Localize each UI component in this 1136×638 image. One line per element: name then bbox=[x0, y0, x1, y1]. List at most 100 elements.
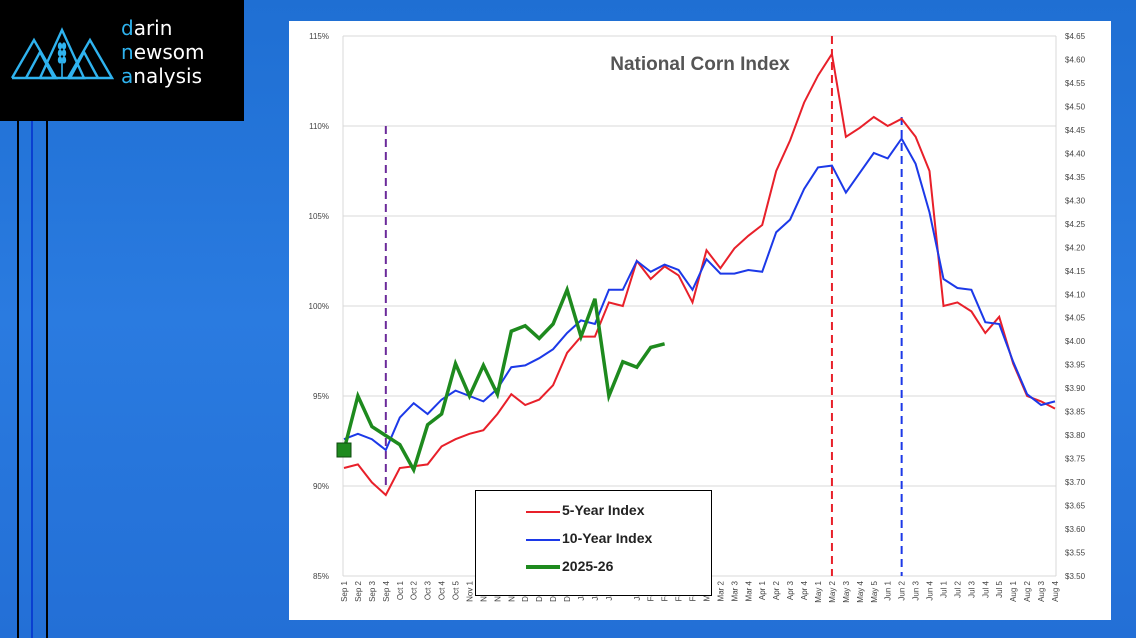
right-tick-label: $4.65 bbox=[1065, 32, 1086, 41]
x-tick-label: May 3 bbox=[842, 580, 851, 602]
legend-swatch-2025-26 bbox=[526, 565, 560, 569]
x-tick-label: Aug 1 bbox=[1009, 580, 1018, 601]
x-tick-label: Sep 3 bbox=[368, 580, 377, 601]
right-tick-label: $4.25 bbox=[1065, 220, 1086, 229]
logo-text-part: som bbox=[162, 40, 205, 64]
legend-swatch-10-year bbox=[526, 539, 560, 541]
x-tick-label: May 4 bbox=[856, 580, 865, 602]
right-tick-label: $4.00 bbox=[1065, 337, 1086, 346]
chart-legend: 5-Year Index 10-Year Index 2025-26 bbox=[475, 490, 712, 596]
x-tick-label: Mar 2 bbox=[716, 580, 725, 601]
series-lines bbox=[336, 51, 1056, 497]
right-tick-label: $4.05 bbox=[1065, 314, 1086, 323]
x-tick-label: Jul 1 bbox=[939, 580, 948, 597]
right-tick-label: $4.40 bbox=[1065, 149, 1086, 158]
x-tick-label: Oct 3 bbox=[424, 580, 433, 600]
x-tick-label: Apr 3 bbox=[786, 580, 795, 600]
x-tick-label: Oct 5 bbox=[452, 580, 461, 600]
right-tick-label: $3.75 bbox=[1065, 455, 1086, 464]
right-axis-ticks: $3.50 $3.55 $3.60 $3.65 $3.70 $3.75 $3.80 $3.85… bbox=[1065, 32, 1086, 581]
left-tick-label: 110% bbox=[309, 122, 329, 131]
decor-line-blue bbox=[31, 121, 33, 638]
logo-letter: a bbox=[121, 64, 134, 88]
x-tick-label: Aug 4 bbox=[1051, 580, 1060, 601]
legend-label: 10-Year Index bbox=[562, 530, 653, 546]
x-tick-label: Sep 4 bbox=[382, 580, 391, 601]
right-tick-label: $4.60 bbox=[1065, 55, 1086, 64]
legend-item-2025-26: 2025-26 bbox=[476, 555, 711, 581]
x-tick-label: Jul 3 bbox=[967, 580, 976, 597]
x-tick-label: Jun 4 bbox=[926, 580, 935, 600]
left-tick-label: 105% bbox=[309, 212, 329, 221]
decor-line-black-2 bbox=[46, 121, 48, 638]
chart-title: National Corn Index bbox=[610, 54, 790, 75]
gridlines bbox=[342, 35, 1057, 577]
x-tick-label: Sep 2 bbox=[354, 580, 363, 601]
legend-swatch-5-year bbox=[526, 511, 560, 513]
right-tick-label: $4.35 bbox=[1065, 173, 1086, 182]
logo-letter: d bbox=[121, 16, 134, 40]
logo-text-part: nalysis bbox=[133, 64, 202, 88]
logo-text-part: ew bbox=[133, 40, 163, 64]
right-tick-label: $3.60 bbox=[1065, 525, 1086, 534]
legend-item-5-year: 5-Year Index bbox=[476, 499, 711, 525]
right-tick-label: $3.80 bbox=[1065, 431, 1086, 440]
right-tick-label: $3.85 bbox=[1065, 408, 1086, 417]
x-tick-label: Jul 2 bbox=[953, 580, 962, 597]
logo-wordmark: darin newsom analysis bbox=[121, 16, 205, 88]
left-tick-label: 100% bbox=[309, 302, 329, 311]
x-tick-label: Jun 3 bbox=[912, 580, 921, 600]
right-tick-label: $3.55 bbox=[1065, 549, 1086, 558]
x-tick-label: May 2 bbox=[828, 580, 837, 602]
x-tick-label: Mar 3 bbox=[730, 580, 739, 601]
right-tick-label: $3.65 bbox=[1065, 502, 1086, 511]
series-10-year-line bbox=[343, 136, 1056, 452]
left-tick-label: 85% bbox=[313, 572, 329, 581]
legend-item-10-year: 10-Year Index bbox=[476, 527, 711, 553]
x-tick-label: Oct 1 bbox=[396, 580, 405, 600]
x-tick-label: Apr 4 bbox=[800, 580, 809, 600]
left-tick-label: 115% bbox=[309, 32, 329, 41]
right-tick-label: $3.95 bbox=[1065, 361, 1086, 370]
x-tick-label: Nov 1 bbox=[465, 580, 474, 601]
x-tick-label: Aug 3 bbox=[1037, 580, 1046, 601]
right-tick-label: $4.55 bbox=[1065, 79, 1086, 88]
logo-mountains-icon bbox=[10, 27, 114, 80]
right-tick-label: $4.50 bbox=[1065, 102, 1086, 111]
logo-line-1: darin bbox=[121, 16, 205, 40]
right-tick-label: $4.20 bbox=[1065, 243, 1086, 252]
right-tick-label: $4.45 bbox=[1065, 126, 1086, 135]
left-axis-ticks: 85% 90% 95% 100% 105% 110% 115% bbox=[309, 32, 329, 581]
legend-label: 2025-26 bbox=[562, 558, 614, 574]
right-tick-label: $4.30 bbox=[1065, 196, 1086, 205]
logo-box: darin newsom analysis bbox=[0, 0, 244, 121]
x-tick-label: Aug 2 bbox=[1023, 580, 1032, 601]
x-tick-label: Mar 4 bbox=[744, 580, 753, 601]
right-tick-label: $4.10 bbox=[1065, 290, 1086, 299]
logo-text-part: arin bbox=[133, 16, 173, 40]
right-tick-label: $3.90 bbox=[1065, 384, 1086, 393]
x-tick-label: Oct 4 bbox=[438, 580, 447, 600]
right-tick-label: $3.50 bbox=[1065, 572, 1086, 581]
x-tick-label: Jun 2 bbox=[898, 580, 907, 600]
decor-line-black-1 bbox=[17, 121, 19, 638]
x-tick-label: Sep 1 bbox=[340, 580, 349, 601]
x-tick-label: Jul 5 bbox=[995, 580, 1004, 597]
chart-panel: 85% 90% 95% 100% 105% 110% 115% $3.50 $3.55 $3.6… bbox=[289, 21, 1111, 620]
x-tick-label: Jul 4 bbox=[981, 580, 990, 597]
logo-letter: n bbox=[121, 40, 134, 64]
left-tick-label: 90% bbox=[313, 482, 329, 491]
left-tick-label: 95% bbox=[313, 392, 329, 401]
x-tick-label: Apr 1 bbox=[758, 580, 767, 600]
x-tick-label: May 5 bbox=[870, 580, 879, 602]
x-tick-label: May 1 bbox=[814, 580, 823, 602]
x-tick-label: Jun 1 bbox=[884, 580, 893, 600]
series-2025-26-line bbox=[342, 284, 666, 475]
start-marker bbox=[336, 442, 352, 458]
legend-label: 5-Year Index bbox=[562, 502, 645, 518]
logo-line-2: newsom bbox=[121, 40, 205, 64]
vertical-markers bbox=[384, 36, 903, 576]
x-tick-label: Oct 2 bbox=[410, 580, 419, 600]
x-tick-label: Apr 2 bbox=[772, 580, 781, 600]
logo-line-3: analysis bbox=[121, 64, 205, 88]
